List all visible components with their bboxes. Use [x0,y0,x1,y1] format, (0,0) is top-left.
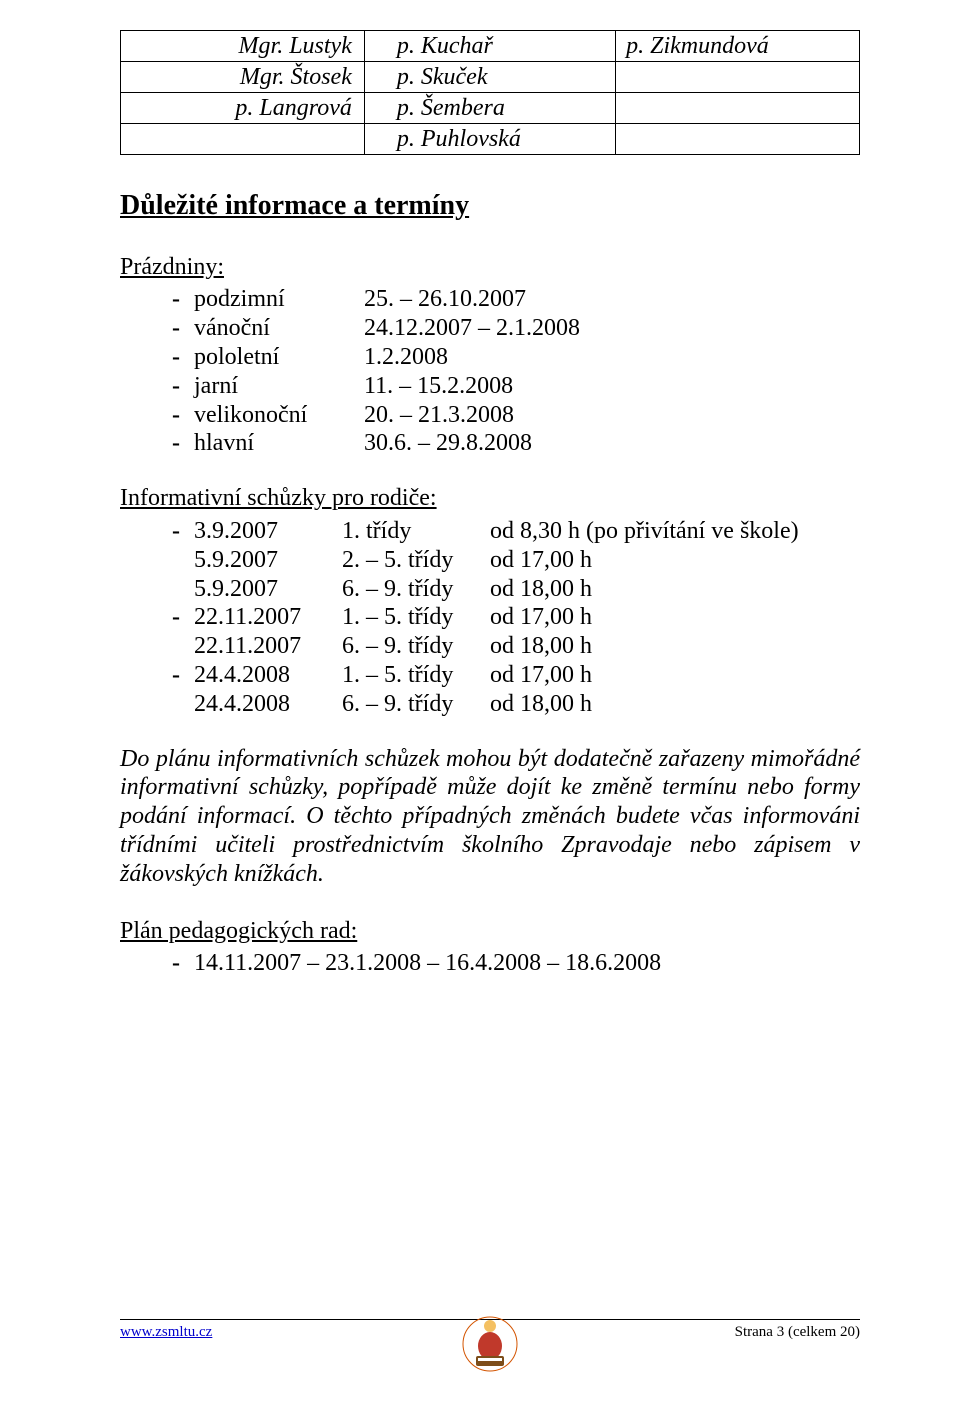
meeting-row: 24.4.20081. – 5. třídyod 17,00 h [120,661,860,690]
section-title: Důležité informace a termíny [120,189,860,223]
meeting-date: 22.11.2007 [194,632,342,661]
names-table: Mgr. Lustyk p. Kuchař p. Zikmundová Mgr.… [120,30,860,155]
names-cell: p. Šembera [364,93,615,124]
meeting-date: 24.4.2008 [194,661,342,690]
meeting-class: 1. – 5. třídy [342,603,490,632]
meeting-class: 2. – 5. třídy [342,546,490,575]
holiday-item: podzimní25. – 26.10.2007 [120,285,860,314]
footer-url[interactable]: www.zsmltu.cz [120,1323,212,1341]
names-cell [616,62,860,93]
names-cell: p. Puhlovská [364,124,615,155]
meeting-note: od 17,00 h [490,603,592,632]
meetings-heading: Informativní schůzky pro rodiče: [120,484,860,513]
meeting-date: 24.4.2008 [194,690,342,719]
meeting-date: 5.9.2007 [194,575,342,604]
holidays-heading: Prázdniny: [120,253,860,282]
meeting-class: 6. – 9. třídy [342,575,490,604]
footer-page: Strana 3 (celkem 20) [735,1323,860,1341]
meeting-row: 3.9.20071. třídyod 8,30 h (po přivítání … [120,517,860,546]
holiday-label: podzimní [194,285,364,314]
meeting-date: 22.11.2007 [194,603,342,632]
holiday-label: jarní [194,372,364,401]
names-cell [616,93,860,124]
plan-list: 14.11.2007 – 23.1.2008 – 16.4.2008 – 18.… [120,949,860,978]
meeting-row: 5.9.20072. – 5. třídyod 17,00 h [120,546,860,575]
holiday-dates: 1.2.2008 [364,343,448,372]
holiday-dates: 20. – 21.3.2008 [364,401,514,430]
meeting-note: od 17,00 h [490,546,592,575]
meeting-class: 6. – 9. třídy [342,632,490,661]
names-cell [616,124,860,155]
meeting-class: 6. – 9. třídy [342,690,490,719]
meeting-class: 1. – 5. třídy [342,661,490,690]
names-cell: p. Skuček [364,62,615,93]
holiday-item: pololetní1.2.2008 [120,343,860,372]
meeting-date: 5.9.2007 [194,546,342,575]
footer-logo-icon [462,1316,518,1377]
meeting-note: od 18,00 h [490,575,592,604]
meeting-row: 5.9.20076. – 9. třídyod 18,00 h [120,575,860,604]
holidays-list: podzimní25. – 26.10.2007 vánoční24.12.20… [120,285,860,458]
holiday-item: jarní11. – 15.2.2008 [120,372,860,401]
names-cell: p. Kuchař [364,31,615,62]
meeting-note: od 18,00 h [490,632,592,661]
meeting-row: 22.11.20071. – 5. třídyod 17,00 h [120,603,860,632]
meeting-class: 1. třídy [342,517,490,546]
meeting-row: 22.11.20076. – 9. třídyod 18,00 h [120,632,860,661]
holiday-label: pololetní [194,343,364,372]
meeting-note: od 17,00 h [490,661,592,690]
holiday-dates: 11. – 15.2.2008 [364,372,513,401]
names-cell: Mgr. Štosek [121,62,365,93]
holiday-label: velikonoční [194,401,364,430]
holiday-dates: 25. – 26.10.2007 [364,285,526,314]
holiday-item: vánoční24.12.2007 – 2.1.2008 [120,314,860,343]
page-footer: www.zsmltu.cz Strana 3 (celkem 20) [120,1319,860,1383]
holiday-label: vánoční [194,314,364,343]
plan-line: 14.11.2007 – 23.1.2008 – 16.4.2008 – 18.… [120,949,860,978]
names-cell: p. Zikmundová [616,31,860,62]
holiday-item: velikonoční20. – 21.3.2008 [120,401,860,430]
meeting-note: od 18,00 h [490,690,592,719]
names-cell [121,124,365,155]
meeting-date: 3.9.2007 [194,517,342,546]
holiday-label: hlavní [194,429,364,458]
holiday-dates: 30.6. – 29.8.2008 [364,429,532,458]
meetings-list: 3.9.20071. třídyod 8,30 h (po přivítání … [120,517,860,719]
names-cell: Mgr. Lustyk [121,31,365,62]
plan-heading: Plán pedagogických rad: [120,917,860,946]
holiday-dates: 24.12.2007 – 2.1.2008 [364,314,580,343]
holiday-item: hlavní30.6. – 29.8.2008 [120,429,860,458]
plan-dates: 14.11.2007 – 23.1.2008 – 16.4.2008 – 18.… [194,949,661,978]
names-cell: p. Langrová [121,93,365,124]
meeting-note: od 8,30 h (po přivítání ve škole) [490,517,799,546]
note-paragraph: Do plánu informativních schůzek mohou bý… [120,745,860,889]
meeting-row: 24.4.20086. – 9. třídyod 18,00 h [120,690,860,719]
